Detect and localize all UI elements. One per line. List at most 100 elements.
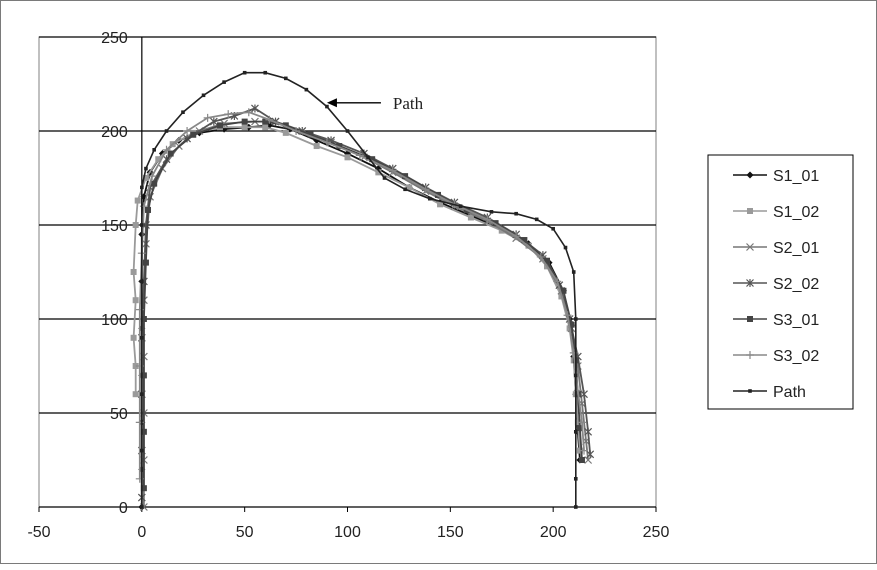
point-s2-02 (584, 427, 593, 436)
point-path (514, 211, 518, 216)
point-s3-02 (421, 185, 430, 194)
x-tick-label: 150 (437, 524, 464, 541)
point-s3-02 (162, 145, 171, 154)
point-s3-01 (216, 122, 223, 129)
legend-item-s1-01: S1_01 (733, 168, 819, 185)
point-s1-02 (241, 124, 248, 131)
point-s3-01 (568, 321, 575, 328)
y-tick-label: 100 (101, 312, 128, 329)
point-path (382, 176, 387, 180)
point-s3-02 (388, 166, 397, 175)
point-path (573, 373, 578, 378)
point-s3-02 (183, 127, 192, 135)
legend-marker-s2-02 (746, 279, 754, 287)
point-s1-02 (313, 143, 320, 150)
point-s3-01 (241, 118, 248, 125)
point-s3-01 (560, 287, 567, 294)
point-path (366, 155, 370, 160)
point-s3-02 (292, 127, 301, 135)
point-s3-02 (563, 311, 572, 320)
point-s1-02 (130, 269, 137, 275)
point-path (140, 448, 144, 453)
point-s3-01 (492, 220, 499, 227)
legend-item-s2-02: S2_02 (733, 276, 819, 293)
point-path (181, 110, 185, 114)
point-s3-02 (483, 215, 492, 224)
point-s1-02 (344, 154, 351, 161)
point-s3-02 (577, 418, 586, 427)
point-s3-01 (151, 180, 158, 187)
x-tick-label: 0 (137, 524, 146, 541)
point-s3-01 (307, 131, 314, 138)
point-path (345, 129, 350, 133)
point-s3-02 (244, 108, 253, 117)
point-s1-02 (134, 197, 141, 204)
y-tick-label: 250 (101, 30, 128, 47)
point-path (140, 392, 144, 396)
legend-box (707, 154, 854, 410)
point-s3-02 (322, 138, 331, 147)
point-s2-02 (586, 450, 595, 459)
legend-marker-s3-02 (746, 351, 754, 359)
point-path (263, 70, 268, 75)
point-path (140, 505, 144, 509)
point-s3-02 (580, 446, 589, 455)
point-s3-01 (336, 143, 343, 150)
point-path (164, 129, 169, 133)
legend-label-s2-01: S2_01 (773, 240, 819, 257)
legend-marker-s2-01 (746, 243, 754, 251)
point-s3-01 (142, 259, 149, 266)
point-s1-02 (375, 169, 382, 176)
point-s1-02 (130, 334, 137, 341)
point-s1-02 (142, 175, 149, 181)
point-s3-02 (553, 277, 562, 286)
point-path (563, 245, 568, 250)
legend-item-s3-02: S3_02 (733, 348, 819, 365)
point-s3-01 (140, 428, 147, 435)
point-s3-02 (148, 172, 157, 181)
point-s1-02 (262, 124, 269, 131)
point-s1-02 (467, 214, 474, 221)
point-path (140, 336, 144, 340)
y-tick-label: 50 (110, 406, 128, 423)
series-s3-02 (135, 108, 589, 483)
point-s3-01 (282, 122, 289, 129)
point-path (458, 204, 463, 208)
point-s1-02 (576, 447, 583, 454)
legend-label-s1-02: S1_02 (773, 204, 819, 221)
point-s3-01 (190, 131, 197, 138)
y-tick-labels: 0 50 100 150 200 250 (101, 30, 128, 517)
series-line-s3-02 (138, 111, 585, 479)
point-s3-02 (355, 151, 364, 160)
x-tick-label: -50 (27, 524, 50, 541)
point-path (551, 226, 555, 231)
point-s1-02 (132, 222, 139, 228)
point-path (140, 279, 144, 284)
point-s2-02 (209, 117, 218, 126)
point-path (573, 477, 578, 481)
y-tick-label: 200 (101, 124, 128, 141)
point-path (304, 87, 309, 92)
point-path (427, 196, 432, 201)
point-s3-02 (536, 252, 545, 261)
point-path (144, 166, 148, 171)
point-s3-02 (203, 113, 212, 122)
point-s3-01 (402, 173, 409, 180)
x-tick-label: 100 (334, 524, 361, 541)
legend: S1_01 S1_02 S2_01 S2_02 S3_01 S3_02 Path (707, 154, 854, 410)
x-tick-labels: -50 0 50 100 150 200 250 (27, 524, 669, 541)
x-tick-label: 200 (540, 524, 567, 541)
legend-item-s3-01: S3_01 (733, 312, 819, 329)
point-s3-01 (576, 425, 583, 432)
point-path (242, 70, 247, 75)
point-path (403, 187, 407, 192)
point-s1-02 (155, 156, 162, 163)
x-tick-label: 50 (236, 524, 254, 541)
point-path (325, 104, 329, 109)
x-tick-label: 250 (643, 524, 670, 541)
point-s1-02 (574, 419, 581, 426)
point-path (571, 270, 576, 274)
legend-label-s2-02: S2_02 (773, 276, 819, 293)
